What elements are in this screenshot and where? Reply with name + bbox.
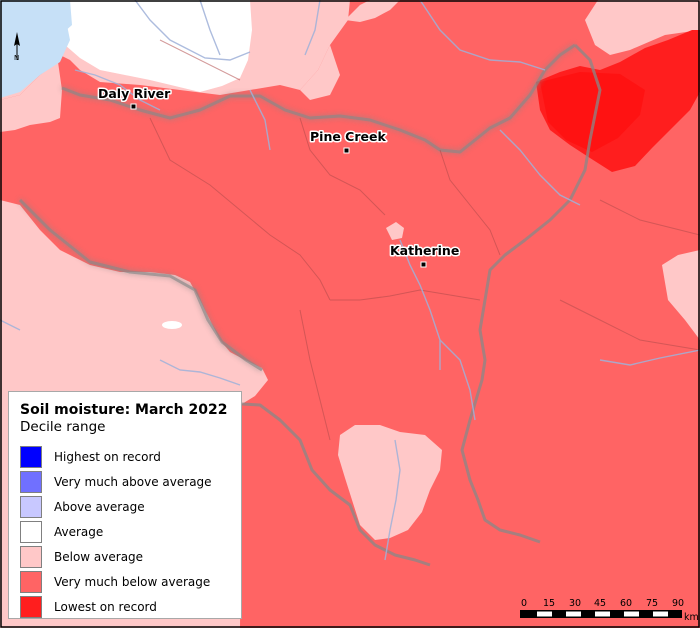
legend-swatch — [20, 545, 42, 568]
legend-item: Below average — [20, 544, 241, 569]
ocean-inlet — [38, 0, 72, 40]
legend-swatch — [20, 520, 42, 543]
town-marker — [130, 103, 137, 110]
legend-item: Very much below average — [20, 569, 241, 594]
scale-tick-label: 75 — [646, 598, 658, 609]
town-katherine[interactable]: Katherine — [389, 242, 461, 268]
rivers — [0, 0, 700, 561]
legend-item: Lowest on record — [20, 594, 241, 619]
legend-label: Very much below average — [54, 574, 211, 589]
legend-label: Highest on record — [54, 449, 161, 464]
legend-item: Above average — [20, 494, 241, 519]
north-arrow: N — [14, 32, 20, 62]
legend-title: Soil moisture: March 2022 — [20, 402, 228, 418]
legend: Soil moisture: March 2022 Decile range H… — [8, 391, 242, 619]
town-marker — [343, 147, 350, 154]
legend-label: Very much above average — [54, 474, 212, 489]
legend-item: Very much above average — [20, 469, 241, 494]
north-label: N — [14, 54, 19, 62]
legend-item: Average — [20, 519, 241, 544]
scale-tick-label: 60 — [620, 598, 632, 609]
legend-swatch — [20, 445, 42, 468]
legend-swatch — [20, 495, 42, 518]
region-average — [62, 0, 252, 92]
scale-tick-label: 45 — [594, 598, 606, 609]
town-marker — [420, 261, 427, 268]
legend-subtitle: Decile range — [20, 419, 106, 435]
scale-bar: 0 15 30 45 60 75 90 km — [520, 598, 699, 623]
scale-tick-label: 30 — [569, 598, 581, 609]
legend-swatch — [20, 470, 42, 493]
legend-label: Above average — [54, 499, 145, 514]
town-label-daly-river: Daly River — [98, 86, 171, 101]
catchment-boundaries — [18, 43, 602, 567]
legend-item: Highest on record — [20, 444, 241, 469]
town-label-pine-creek: Pine Creek — [310, 129, 386, 144]
legend-swatch — [20, 570, 42, 593]
scale-tick-label: 15 — [543, 598, 555, 609]
north-arrow-icon — [14, 32, 20, 46]
town-daly-river[interactable]: Daly River — [97, 85, 173, 110]
legend-label: Lowest on record — [54, 599, 157, 614]
sub-catchment-lines — [149, 39, 700, 441]
scale-tick-label: 90 — [672, 598, 684, 609]
scale-unit-label: km — [684, 612, 699, 623]
town-pine-creek[interactable]: Pine Creek — [309, 128, 388, 154]
scale-tick-label: 0 — [521, 598, 527, 609]
legend-items: Highest on record Very much above average… — [20, 444, 241, 619]
town-label-katherine: Katherine — [390, 243, 459, 258]
legend-label: Below average — [54, 549, 144, 564]
legend-swatch — [20, 595, 42, 618]
legend-label: Average — [54, 524, 104, 539]
lake — [162, 321, 182, 329]
region-lowest-hotspot — [540, 72, 645, 152]
